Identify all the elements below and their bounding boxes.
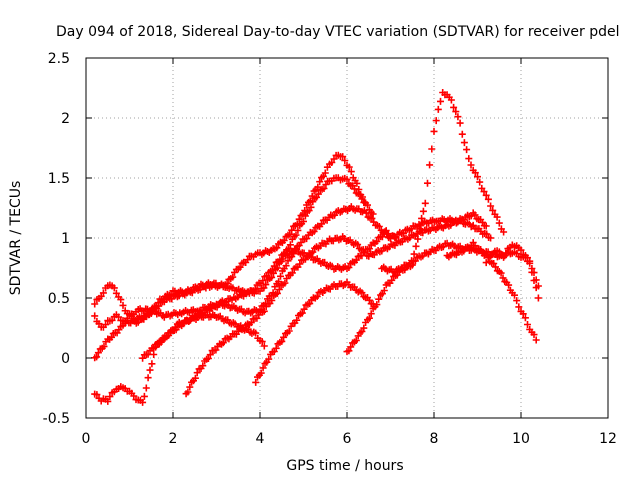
data-point-marks bbox=[482, 241, 542, 302]
x-tick-label: 2 bbox=[169, 431, 178, 447]
x-tick-label: 0 bbox=[82, 431, 91, 447]
data-point-marks bbox=[443, 239, 540, 344]
tick-layer: 0 2 4 6 8 10 12 -0.5 0 0.5 1 1.5 2 2.5 bbox=[43, 51, 617, 447]
data-layer bbox=[91, 89, 542, 406]
y-tick-label: 1 bbox=[61, 231, 70, 247]
x-tick-label: 10 bbox=[512, 431, 530, 447]
x-tick-label: 6 bbox=[343, 431, 352, 447]
x-tick-label: 4 bbox=[256, 431, 265, 447]
y-tick-label: 2.5 bbox=[48, 51, 70, 67]
y-tick-label: 1.5 bbox=[48, 171, 70, 187]
y-tick-label: 0.5 bbox=[48, 291, 70, 307]
y-tick-label: -0.5 bbox=[43, 411, 70, 427]
x-axis-label: GPS time / hours bbox=[286, 458, 403, 474]
data-point-marks bbox=[252, 278, 377, 386]
y-axis-label: SDTVAR / TECUs bbox=[8, 181, 24, 296]
x-tick-label: 8 bbox=[430, 431, 439, 447]
data-series-sat-k bbox=[482, 241, 542, 302]
data-series-sat-g bbox=[252, 278, 377, 386]
x-tick-label: 12 bbox=[599, 431, 617, 447]
data-point-marks bbox=[182, 209, 490, 398]
y-tick-label: 0 bbox=[61, 351, 70, 367]
data-series-sat-f bbox=[182, 209, 490, 398]
y-tick-label: 2 bbox=[61, 111, 70, 127]
data-series-sat-j bbox=[443, 239, 540, 344]
chart-title: Day 094 of 2018, Sidereal Day-to-day VTE… bbox=[56, 24, 620, 40]
